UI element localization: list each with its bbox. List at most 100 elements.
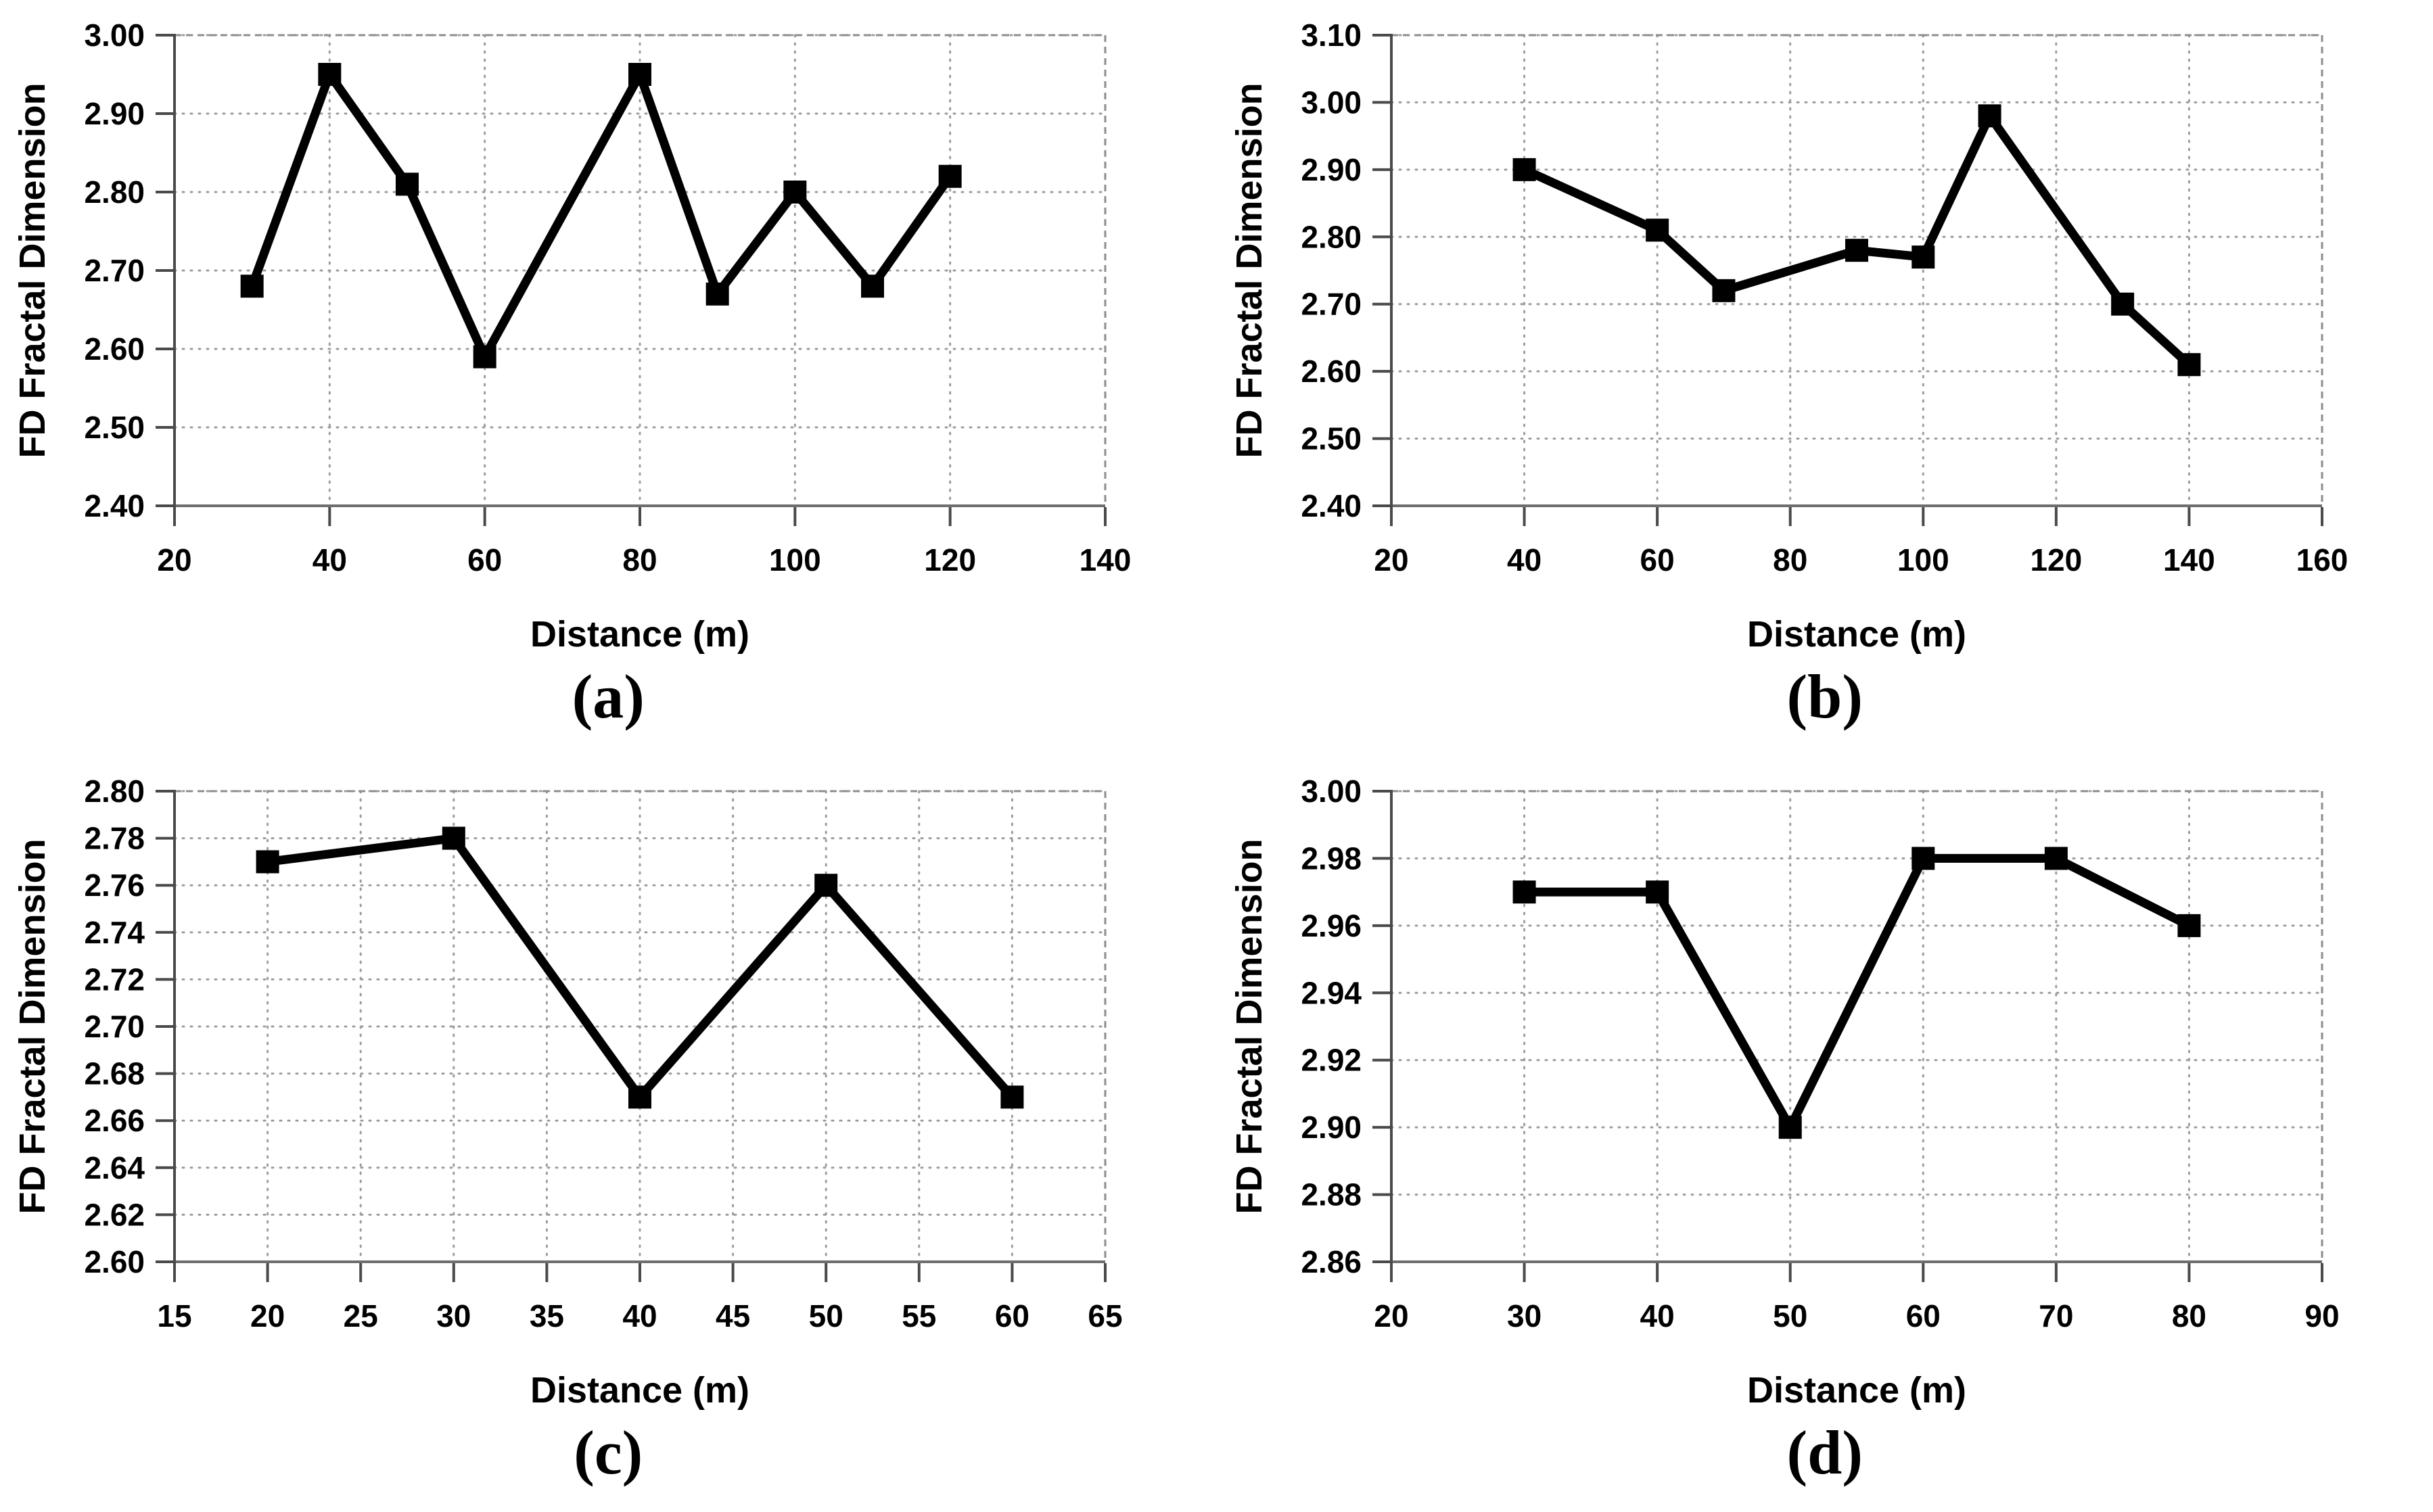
y-tick-label: 2.80 <box>85 174 145 210</box>
y-tick-label: 2.60 <box>85 1244 145 1279</box>
y-axis-title: FD Fractal Dimension <box>12 838 53 1214</box>
y-axis-ticks: 2.86 2.88 2.90 2.92 2.94 2.96 2.98 3.00 <box>1301 774 1393 1279</box>
data-point-marker <box>1911 847 1935 870</box>
x-tick-label: 120 <box>925 542 977 577</box>
y-tick-label: 3.00 <box>85 18 145 53</box>
data-series <box>1512 104 2201 377</box>
data-point-marker <box>705 282 729 306</box>
x-axis-ticks: 20 40 60 80 100 120 140 160 <box>1374 507 2348 577</box>
y-tick-label: 2.50 <box>85 410 145 445</box>
data-point-marker <box>1978 104 2001 128</box>
subplot-b: 2.40 2.50 2.60 2.70 2.80 2.90 3.00 3.10 20 40 60 80… <box>1217 0 2433 756</box>
data-point-marker <box>1845 239 1868 262</box>
plot-frame <box>1391 34 2323 506</box>
y-tick-label: 2.90 <box>1301 1110 1362 1145</box>
y-tick-label: 2.40 <box>1301 488 1362 523</box>
data-point-marker <box>1512 158 1536 181</box>
plot-frame <box>175 34 1107 506</box>
x-tick-label: 35 <box>530 1298 564 1333</box>
y-tick-label: 2.68 <box>85 1056 145 1091</box>
x-tick-label: 100 <box>1897 542 1949 577</box>
x-tick-label: 60 <box>467 542 502 577</box>
y-tick-label: 2.98 <box>1301 841 1362 876</box>
x-tick-label: 20 <box>250 1298 285 1333</box>
data-point-marker <box>2177 914 2201 937</box>
chart-a: 2.40 2.50 2.60 2.70 2.80 2.90 3.00 20 40 60 80 100 1… <box>12 18 1132 655</box>
data-point-marker <box>783 181 807 204</box>
y-tick-label: 2.74 <box>85 915 145 950</box>
subplot-a: 2.40 2.50 2.60 2.70 2.80 2.90 3.00 20 40 60 80 100 1… <box>0 0 1217 756</box>
data-point-marker <box>442 826 466 850</box>
data-point-marker <box>814 874 838 897</box>
chart-b: 2.40 2.50 2.60 2.70 2.80 2.90 3.00 3.10 20 40 60 80… <box>1229 18 2348 655</box>
x-axis-title: Distance (m) <box>530 1370 749 1411</box>
x-tick-label: 60 <box>995 1298 1029 1333</box>
y-tick-label: 3.00 <box>1301 85 1362 120</box>
data-point-marker <box>2177 353 2201 377</box>
x-axis-title: Distance (m) <box>1747 614 1966 655</box>
y-axis-ticks: 2.40 2.50 2.60 2.70 2.80 2.90 3.00 <box>85 18 177 523</box>
y-tick-label: 2.88 <box>1301 1177 1362 1212</box>
x-axis-title: Distance (m) <box>1747 1370 1966 1411</box>
x-tick-label: 80 <box>2172 1298 2206 1333</box>
y-tick-label: 2.80 <box>1301 219 1362 254</box>
y-tick-label: 2.96 <box>1301 908 1362 943</box>
data-point-marker <box>938 164 962 188</box>
data-point-marker <box>2044 847 2068 870</box>
x-tick-label: 65 <box>1088 1298 1123 1333</box>
data-point-marker <box>256 850 279 874</box>
chart-d: 2.86 2.88 2.90 2.92 2.94 2.96 2.98 3.00 20 30 40 50… <box>1229 774 2340 1411</box>
x-tick-label: 20 <box>1374 1298 1408 1333</box>
x-tick-label: 80 <box>1773 542 1807 577</box>
data-point-marker <box>1712 279 1736 302</box>
y-tick-label: 2.76 <box>85 868 145 903</box>
x-tick-label: 90 <box>2304 1298 2339 1333</box>
y-tick-label: 2.40 <box>85 488 145 523</box>
x-tick-label: 40 <box>312 542 347 577</box>
x-tick-label: 70 <box>2039 1298 2073 1333</box>
x-tick-label: 50 <box>809 1298 843 1333</box>
data-point-marker <box>628 1085 652 1109</box>
x-tick-label: 140 <box>1080 542 1132 577</box>
y-tick-label: 2.66 <box>85 1103 145 1138</box>
x-tick-label: 40 <box>1507 542 1542 577</box>
caption-c: (c) <box>574 1418 643 1487</box>
subplot-d: 2.86 2.88 2.90 2.92 2.94 2.96 2.98 3.00 20 30 40 50… <box>1217 756 2433 1512</box>
y-tick-label: 2.94 <box>1301 975 1362 1010</box>
y-axis-title: FD Fractal Dimension <box>1229 838 1270 1214</box>
y-axis-ticks: 2.40 2.50 2.60 2.70 2.80 2.90 3.00 3.10 <box>1301 18 1393 523</box>
subplot-c: 2.60 2.62 2.64 2.66 2.68 2.70 2.72 2.74 2.76 2.78… <box>0 756 1217 1512</box>
y-tick-label: 2.60 <box>85 331 145 367</box>
data-point-marker <box>318 63 342 86</box>
caption-a: (a) <box>572 662 645 731</box>
y-axis-title: FD Fractal Dimension <box>1229 82 1270 458</box>
caption-b: (b) <box>1786 662 1863 731</box>
data-series <box>256 826 1024 1109</box>
y-tick-label: 2.62 <box>85 1197 145 1232</box>
x-tick-label: 120 <box>2030 542 2082 577</box>
x-axis-ticks: 15 20 25 30 35 40 45 50 55 60 65 <box>158 1263 1123 1333</box>
y-tick-label: 2.50 <box>1301 421 1362 456</box>
data-point-marker <box>396 172 419 196</box>
x-tick-label: 30 <box>1507 1298 1542 1333</box>
plot-frame <box>175 790 1107 1262</box>
data-point-marker <box>240 275 264 298</box>
caption-d: (d) <box>1786 1418 1863 1487</box>
x-tick-label: 50 <box>1773 1298 1807 1333</box>
data-point-marker <box>1000 1085 1024 1109</box>
series-line <box>248 64 954 367</box>
y-tick-label: 2.64 <box>85 1150 145 1185</box>
data-point-marker <box>1512 880 1536 904</box>
y-tick-label: 3.10 <box>1301 18 1362 53</box>
x-tick-label: 40 <box>623 1298 657 1333</box>
x-tick-label: 20 <box>158 542 192 577</box>
data-point-marker <box>1778 1116 1802 1139</box>
x-tick-label: 30 <box>436 1298 471 1333</box>
y-tick-label: 2.90 <box>1301 152 1362 187</box>
data-point-marker <box>628 63 652 86</box>
y-axis-ticks: 2.60 2.62 2.64 2.66 2.68 2.70 2.72 2.74 2.76 2.78… <box>85 774 177 1279</box>
data-point-marker <box>2110 292 2134 316</box>
data-point-marker <box>1645 218 1669 242</box>
chart-c: 2.60 2.62 2.64 2.66 2.68 2.70 2.72 2.74 2.76 2.78… <box>12 774 1123 1411</box>
